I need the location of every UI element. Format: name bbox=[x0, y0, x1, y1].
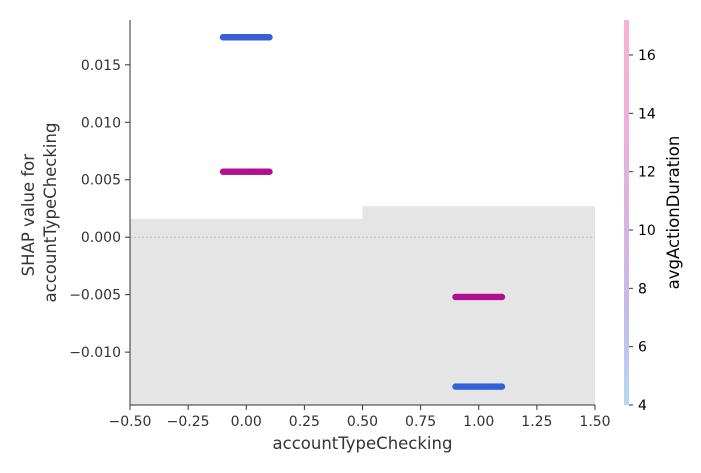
y-tick-label: 0.015 bbox=[81, 58, 121, 74]
y-tick-label: −0.010 bbox=[69, 345, 121, 361]
x-tick-label: −0.50 bbox=[109, 414, 152, 430]
x-tick-label: 1.00 bbox=[463, 414, 494, 430]
colorbar-tick-label: 6 bbox=[638, 340, 647, 356]
x-ticks: −0.50 −0.25 0.00 0.25 0.50 0.75 1.00 1.25 1.50 bbox=[109, 405, 611, 430]
point-cluster-2 bbox=[452, 293, 506, 301]
y-axis-title: SHAP value for accountTypeChecking bbox=[19, 123, 60, 303]
colorbar-tick-label: 14 bbox=[638, 106, 656, 122]
y-ticks: −0.010 −0.005 0.000 0.005 0.010 0.015 bbox=[69, 58, 130, 361]
colorbar-tick-label: 8 bbox=[638, 281, 647, 297]
scatter-point bbox=[498, 293, 506, 301]
scatter-point bbox=[266, 168, 273, 175]
colorbar-title: avgActionDuration bbox=[664, 136, 683, 290]
scatter-points bbox=[219, 34, 506, 390]
colorbar-ticks: 4 6 8 10 12 14 16 bbox=[629, 48, 656, 414]
y-tick-label: 0.000 bbox=[81, 230, 121, 246]
colorbar bbox=[624, 20, 629, 405]
feature-histogram bbox=[130, 206, 595, 405]
scatter-point bbox=[498, 383, 506, 390]
x-tick-label: 0.50 bbox=[347, 414, 378, 430]
histogram-bin-1 bbox=[362, 206, 595, 405]
x-tick-label: 0.25 bbox=[289, 414, 320, 430]
scatter-point bbox=[266, 34, 273, 41]
colorbar-tick-label: 10 bbox=[638, 223, 656, 239]
colorbar-tick-label: 12 bbox=[638, 165, 656, 181]
y-tick-label: −0.005 bbox=[69, 288, 121, 304]
y-axis-title-line-2: accountTypeChecking bbox=[41, 123, 60, 303]
x-tick-label: 1.50 bbox=[579, 414, 610, 430]
colorbar-tick-label: 4 bbox=[638, 398, 647, 414]
y-axis-title-line-1: SHAP value for bbox=[19, 154, 38, 277]
histogram-bin-0 bbox=[130, 218, 363, 405]
colorbar-tick-label: 16 bbox=[638, 48, 656, 64]
x-tick-label: 0.00 bbox=[231, 414, 262, 430]
y-tick-label: 0.010 bbox=[81, 115, 121, 131]
x-axis-title: accountTypeChecking bbox=[273, 434, 453, 453]
point-cluster-1 bbox=[219, 168, 273, 175]
point-cluster-3 bbox=[452, 383, 506, 390]
y-tick-label: 0.005 bbox=[81, 173, 121, 189]
x-tick-label: 1.25 bbox=[521, 414, 552, 430]
x-tick-label: −0.25 bbox=[167, 414, 210, 430]
point-cluster-0 bbox=[219, 34, 273, 41]
x-tick-label: 0.75 bbox=[405, 414, 436, 430]
